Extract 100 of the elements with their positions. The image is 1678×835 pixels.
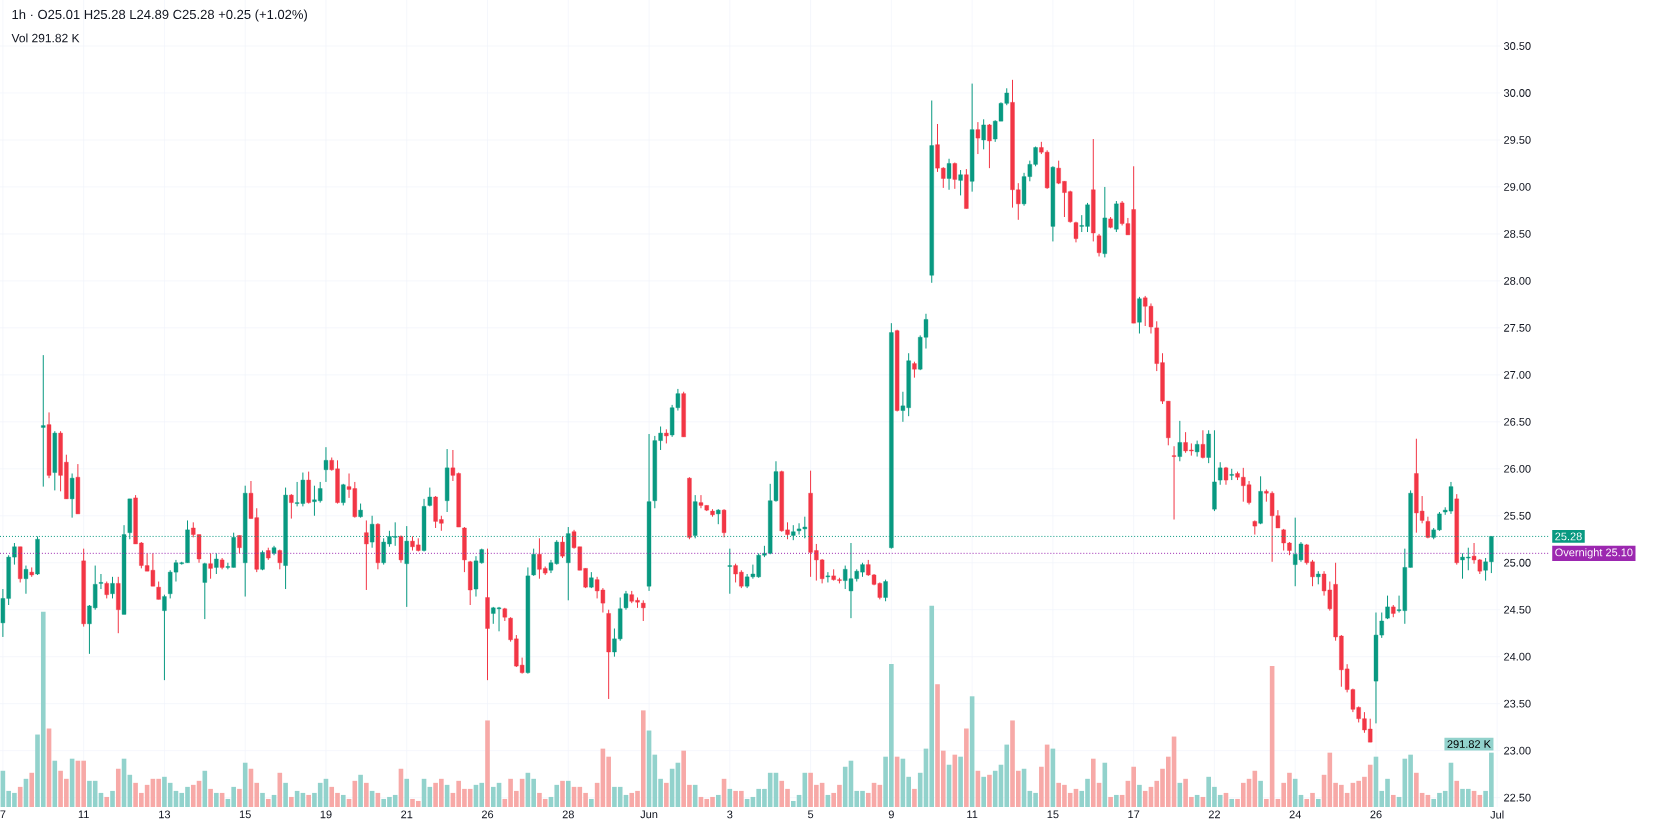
bar: [1114, 794, 1119, 807]
y-tick-label: 25.00: [1504, 558, 1531, 567]
candlestick: [98, 573, 104, 590]
candlestick: [208, 552, 213, 580]
bar: [565, 780, 571, 807]
candlestick: [69, 472, 75, 519]
y-tick-label: 29.00: [1504, 183, 1531, 191]
bar: [964, 728, 969, 807]
x-tick-label: 22: [1208, 810, 1220, 819]
bar: [115, 768, 121, 807]
y-tick-label: 27.50: [1504, 323, 1531, 332]
candlestick: [162, 594, 167, 681]
bar: [214, 792, 219, 807]
y-tick-label: 24.50: [1504, 605, 1531, 614]
y-tick-label: 26.00: [1504, 464, 1531, 473]
candlestick: [946, 158, 952, 191]
y-tick-label: 30.50: [1503, 42, 1531, 50]
bar: [1258, 780, 1263, 807]
bar: [289, 796, 294, 807]
x-tick-label: 9: [888, 810, 894, 819]
y-tick-label: 23.00: [1504, 746, 1531, 755]
candlestick: [952, 162, 957, 190]
bar: [364, 782, 369, 807]
text: 1h · O25.01 H25.28 L24.89 C25.28 +0.25 (+1.02%): [12, 9, 307, 22]
candlestick: [975, 121, 981, 155]
bar: [306, 794, 311, 807]
x-tick-label: 13: [159, 810, 171, 819]
bar: [715, 794, 721, 807]
y-tick-label: 30.00: [1503, 89, 1531, 97]
bar: [283, 782, 288, 807]
candlestick: [323, 446, 329, 483]
candlestick: [727, 548, 732, 595]
bar: [242, 762, 248, 807]
candlestick: [883, 579, 888, 602]
x-tick-label: 11: [78, 810, 89, 819]
bar: [237, 788, 242, 807]
bar: [1108, 796, 1113, 807]
candlestick: [958, 169, 963, 196]
y-tick-label: 23.50: [1504, 699, 1531, 708]
x-tick-label: 17: [1128, 810, 1140, 819]
bar: [260, 792, 265, 807]
x-tick-label: 19: [320, 810, 332, 819]
bar: [664, 782, 669, 807]
candlestick: [1200, 429, 1206, 459]
y-tick-label: 24.00: [1504, 652, 1531, 661]
candlestick: [364, 519, 369, 591]
candlestick: [41, 354, 46, 488]
candlestick: [1177, 420, 1182, 462]
x-tick-label: 24: [1289, 810, 1301, 819]
x-tick-label: 3: [727, 810, 733, 819]
x-tick-label: 26: [481, 810, 494, 819]
x-tick-label: 28: [562, 810, 574, 819]
candlestick: [202, 562, 207, 620]
candlestick: [981, 118, 986, 150]
ref-line-label: 25.28: [1555, 532, 1582, 541]
candlestick: [1096, 233, 1102, 257]
x-tick-label: 21: [401, 810, 413, 819]
y-tick-label: 22.50: [1504, 793, 1531, 802]
bar: [208, 788, 213, 807]
bar: [912, 788, 917, 807]
y-tick-label: 28.00: [1504, 276, 1531, 285]
x-tick-label: 7: [0, 810, 6, 819]
y-tick-label: 27.00: [1504, 370, 1531, 379]
bar: [692, 784, 698, 807]
x-tick-label: Jul: [1490, 810, 1504, 819]
bar: [1229, 798, 1235, 807]
bar: [981, 776, 986, 807]
annotation: Vol 291.82 K: [11, 33, 80, 43]
bar: [340, 794, 346, 807]
bar: [1454, 780, 1460, 807]
y-tick-label: 25.50: [1504, 511, 1531, 520]
bar: [358, 774, 363, 807]
candlestick: [721, 508, 727, 538]
x-tick-label: 15: [1047, 810, 1059, 819]
y-tick-label: 28.50: [1504, 230, 1531, 238]
candlestick: [987, 123, 992, 169]
x-tick-label: 11: [967, 810, 978, 819]
candlestick: [289, 493, 294, 520]
x-tick-label: 26: [1370, 810, 1382, 819]
candlestick: [110, 576, 115, 599]
annotation: 291.82 K: [1447, 740, 1491, 748]
candlestick: [1137, 296, 1142, 334]
bar: [1137, 784, 1142, 807]
bar: [17, 786, 23, 807]
y-tick-label: 29.50: [1504, 136, 1531, 144]
bar: [958, 756, 963, 807]
x-tick-label: Jun: [640, 810, 658, 819]
candlestick: [306, 471, 311, 505]
candlestick: [825, 571, 831, 583]
candlestick: [623, 590, 629, 611]
candlestick: [1218, 461, 1223, 486]
candlestick: [560, 535, 565, 559]
bar: [404, 778, 410, 807]
bar: [104, 796, 110, 807]
candlestick: [1171, 445, 1177, 521]
ref-line-label: Overnight 25.10: [1555, 548, 1633, 559]
x-tick-label: 15: [239, 810, 251, 819]
bar: [1390, 794, 1396, 807]
bar: [110, 790, 115, 807]
bar: [589, 798, 594, 807]
